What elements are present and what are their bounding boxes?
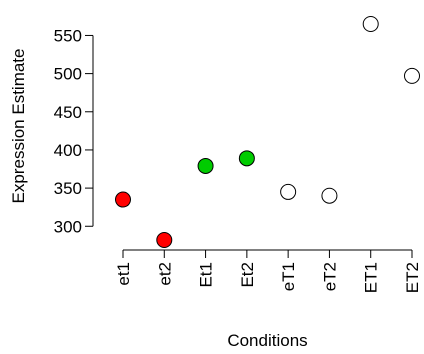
x-tick-label: Et1 xyxy=(197,262,216,288)
x-axis-label: Conditions xyxy=(227,331,307,350)
x-tick-label: ET2 xyxy=(403,262,422,293)
data-point-ET1 xyxy=(362,16,379,32)
y-tick-label: 450 xyxy=(54,103,82,122)
x-axis: et1 et2 Et1 Et2 eT1 eT2 ET1 ET2 xyxy=(114,249,422,293)
y-ticks: 300 350 400 450 500 550 xyxy=(54,26,93,236)
data-point-Et1 xyxy=(197,157,214,174)
y-axis-label: Expression Estimate xyxy=(9,49,28,204)
x-tick-label: eT1 xyxy=(279,262,298,291)
x-tick-label: eT2 xyxy=(320,262,339,291)
data-point-et1 xyxy=(115,191,131,208)
x-tick-label: ET1 xyxy=(362,262,381,293)
data-point-Et2 xyxy=(238,150,255,167)
y-tick-label: 550 xyxy=(54,26,82,45)
data-point-ET2 xyxy=(404,67,420,84)
data-points xyxy=(115,16,420,248)
x-tick-label: et2 xyxy=(155,262,174,286)
data-point-eT1 xyxy=(280,183,297,200)
data-point-eT2 xyxy=(321,187,338,204)
y-axis: 300 350 400 450 500 550 xyxy=(54,26,94,236)
y-tick-label: 350 xyxy=(54,179,82,198)
y-tick-label: 400 xyxy=(54,141,82,160)
x-tick-label: Et2 xyxy=(238,262,257,288)
y-tick-label: 300 xyxy=(54,217,82,236)
x-tick-label: et1 xyxy=(114,262,133,286)
y-tick-label: 500 xyxy=(54,65,82,84)
data-point-et2 xyxy=(156,232,173,248)
x-ticks: et1 et2 Et1 Et2 eT1 eT2 ET1 ET2 xyxy=(114,250,422,293)
